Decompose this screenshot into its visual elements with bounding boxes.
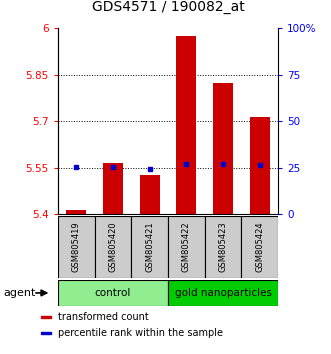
Text: GSM805420: GSM805420 xyxy=(109,222,118,272)
Bar xyxy=(241,216,278,278)
Text: GSM805422: GSM805422 xyxy=(182,222,191,272)
Bar xyxy=(213,82,233,214)
Bar xyxy=(176,36,196,214)
Text: GSM805419: GSM805419 xyxy=(72,222,81,272)
Text: agent: agent xyxy=(3,288,36,298)
Bar xyxy=(131,216,168,278)
Bar xyxy=(41,316,51,318)
Bar xyxy=(41,332,51,334)
Bar xyxy=(168,280,278,306)
Bar xyxy=(58,216,95,278)
Text: GSM805421: GSM805421 xyxy=(145,222,154,272)
Text: control: control xyxy=(95,288,131,298)
Bar xyxy=(66,210,86,214)
Bar xyxy=(205,216,241,278)
Text: GSM805424: GSM805424 xyxy=(255,222,264,272)
Bar xyxy=(95,216,131,278)
Bar xyxy=(103,163,123,214)
Text: GDS4571 / 190082_at: GDS4571 / 190082_at xyxy=(92,0,244,14)
Bar xyxy=(250,116,270,214)
Text: gold nanoparticles: gold nanoparticles xyxy=(174,288,271,298)
Text: GSM805423: GSM805423 xyxy=(218,222,227,272)
Bar xyxy=(140,175,160,214)
Text: percentile rank within the sample: percentile rank within the sample xyxy=(58,328,223,338)
Text: transformed count: transformed count xyxy=(58,312,149,322)
Bar xyxy=(58,280,168,306)
Bar xyxy=(168,216,205,278)
